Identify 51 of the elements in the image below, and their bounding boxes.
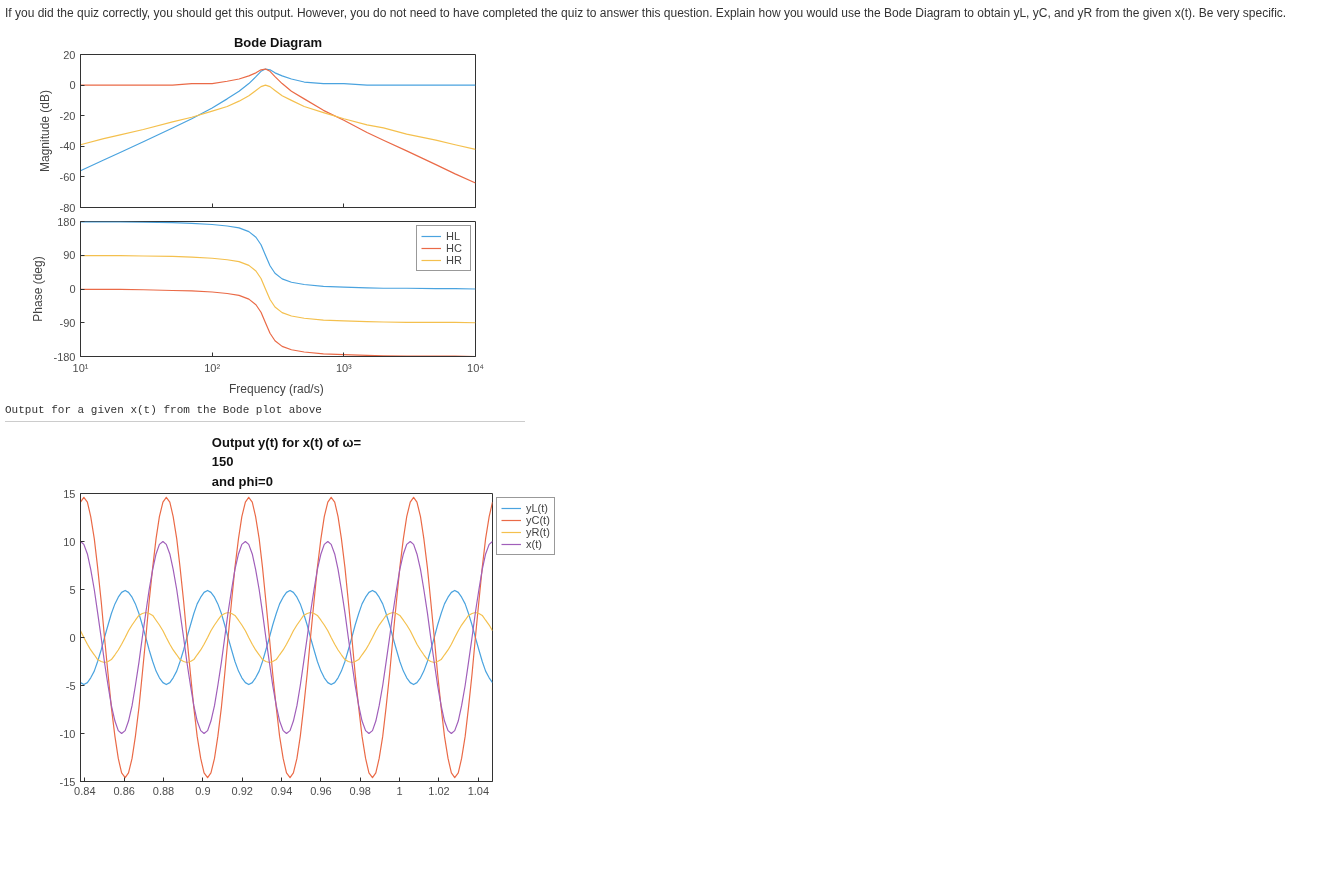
y-tick-label: -180 [53,350,76,363]
chart-title: Bode Diagram [233,34,323,50]
x-tick-label: 0.92 [231,784,253,797]
y-tick-label: 15 [63,487,76,500]
y-tick-label: -90 [59,316,76,329]
y-tick-label: -60 [59,171,76,184]
y-tick-label: 20 [63,48,76,61]
x-tick-label: 0.94 [270,784,293,797]
x-tick-label: 10² [204,361,221,374]
legend-label: HR [446,254,463,267]
legend-label: x(t) [526,537,542,550]
line-series [80,589,493,685]
y-tick-label: 0 [69,283,76,296]
x-tick-label: 10¹ [72,361,89,374]
legend-label: HL [446,230,462,243]
legend-label: yC(t) [526,513,550,526]
x-tick-label: 0.88 [152,784,175,797]
legend-label: HC [446,242,463,255]
x-tick-label: 0.9 [195,784,211,797]
legend-label: yL(t) [526,501,548,514]
x-tick-label: 10³ [335,361,353,374]
y-tick-label: -80 [59,201,76,214]
line-series [80,540,493,734]
line-series [80,496,493,779]
x-tick-label: 0.86 [113,784,135,797]
y-tick-label: 180 [57,215,76,228]
y-tick-label: -20 [59,109,76,122]
line-series [80,611,493,663]
y-tick-label: 10 [63,535,76,548]
y-tick-label: -40 [59,140,76,153]
x-tick-label: 1.04 [467,784,490,797]
y-tick-label: -10 [59,727,76,740]
y-tick-label: 90 [63,249,76,262]
x-axis-title: Frequency (rad/s) [228,381,324,396]
text: If you did the quiz correctly, you should get this output. However, you do not need to have completed the quiz to answer this question. Explain how you would use the Bode Diagram to obtain yL, yC, and yR from the given x(t). Be very specific. [5,5,1287,22]
x-tick-label: 10⁴ [467,361,485,374]
y-axis-title: Phase (deg) [31,256,46,322]
x-tick-label: 1.02 [428,784,450,797]
x-tick-label: 0.98 [349,784,371,797]
chart-title: Output y(t) for x(t) of ω= 150 and phi=0 [211,434,362,489]
y-tick-label: 5 [69,583,76,596]
text: Output for a given x(t) from the Bode plot above [5,403,322,419]
x-tick-label: 0.96 [310,784,332,797]
y-tick-label: -15 [59,775,76,788]
y-axis-title: Magnitude (dB) [37,90,52,173]
y-tick-label: -5 [65,679,76,692]
y-tick-label: 0 [69,631,76,644]
y-tick-label: 0 [69,79,76,92]
legend-label: yR(t) [526,525,550,538]
x-tick-label: 0.84 [74,784,96,797]
x-tick-label: 1 [396,784,403,797]
